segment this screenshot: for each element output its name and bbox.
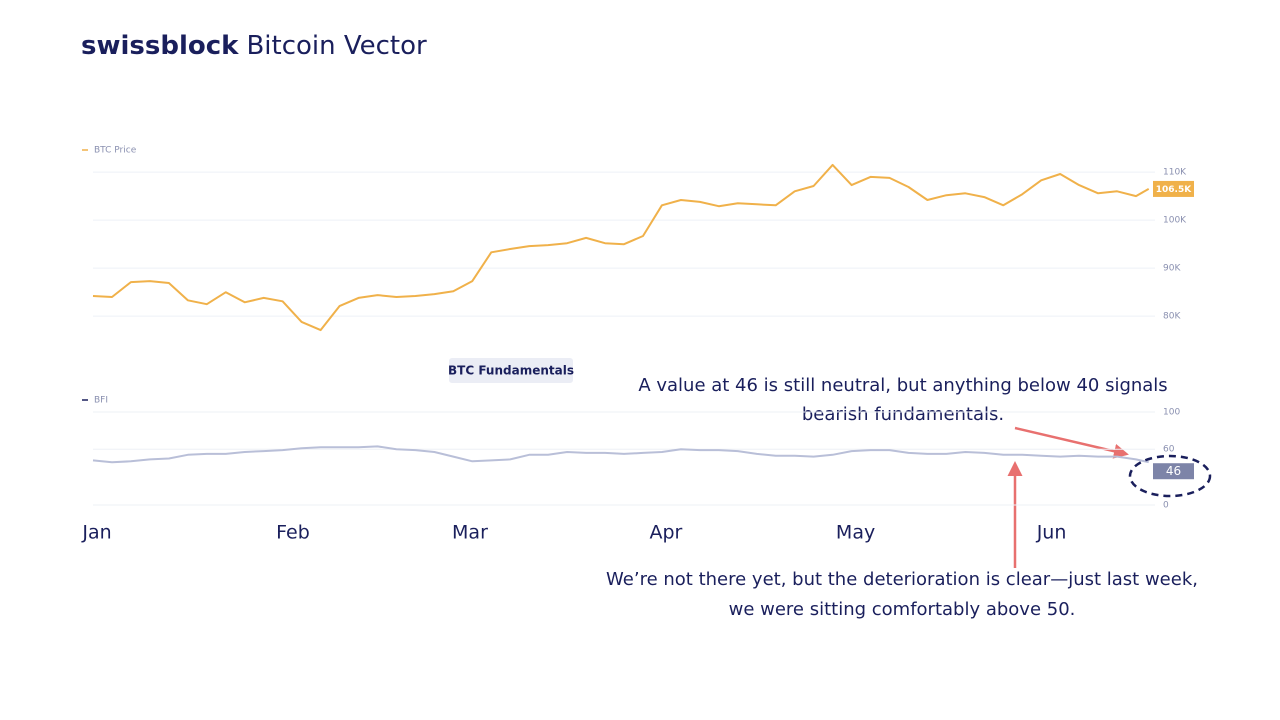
value-label-box bbox=[1153, 180, 1194, 197]
highlight-circle bbox=[1128, 454, 1212, 498]
arrow bbox=[1014, 426, 1129, 459]
x-tick-label: Jun bbox=[1036, 522, 1067, 544]
value-label: 106.5K bbox=[1156, 185, 1192, 195]
y-tick-label: 90K bbox=[1163, 264, 1181, 274]
brand: swissblock bbox=[81, 31, 239, 61]
value-label: 46 bbox=[1166, 464, 1181, 478]
plots: 80K 90K 100K 110K BTC Price 106.5K 0 60 100 Jan Fe… bbox=[81, 146, 1194, 544]
panel-title: BTC Fundamentals bbox=[448, 364, 574, 378]
series-line bbox=[92, 163, 1150, 332]
y-tick-label: 100 bbox=[1163, 408, 1180, 418]
y-tick-label: 60 bbox=[1163, 445, 1175, 455]
annotation: bearish fundamentals. bbox=[802, 404, 1004, 425]
x-tick-label: Mar bbox=[452, 522, 488, 544]
y-tick-label: 110K bbox=[1163, 168, 1187, 178]
y-tick-label: 0 bbox=[1163, 501, 1169, 511]
annotation: We’re not there yet, but the deteriorati… bbox=[606, 569, 1198, 590]
x-tick-label: Jan bbox=[81, 522, 111, 544]
x-tick-label: Apr bbox=[649, 522, 682, 544]
series-line bbox=[92, 445, 1149, 464]
value-label-box bbox=[1153, 463, 1194, 480]
legend-label: BFI bbox=[94, 396, 108, 406]
x-tick-label: May bbox=[836, 522, 875, 544]
y-tick-label: 100K bbox=[1163, 216, 1187, 226]
header: swissblock Bitcoin Vector bbox=[81, 31, 427, 61]
annotation: A value at 46 is still neutral, but anyt… bbox=[638, 375, 1167, 396]
x-tick-label: Feb bbox=[276, 522, 310, 544]
tab bbox=[449, 358, 573, 383]
annotation: we were sitting comfortably above 50. bbox=[729, 599, 1076, 620]
page-title: Bitcoin Vector bbox=[246, 31, 427, 61]
legend-label: BTC Price bbox=[94, 146, 137, 156]
y-tick-label: 80K bbox=[1163, 312, 1181, 322]
